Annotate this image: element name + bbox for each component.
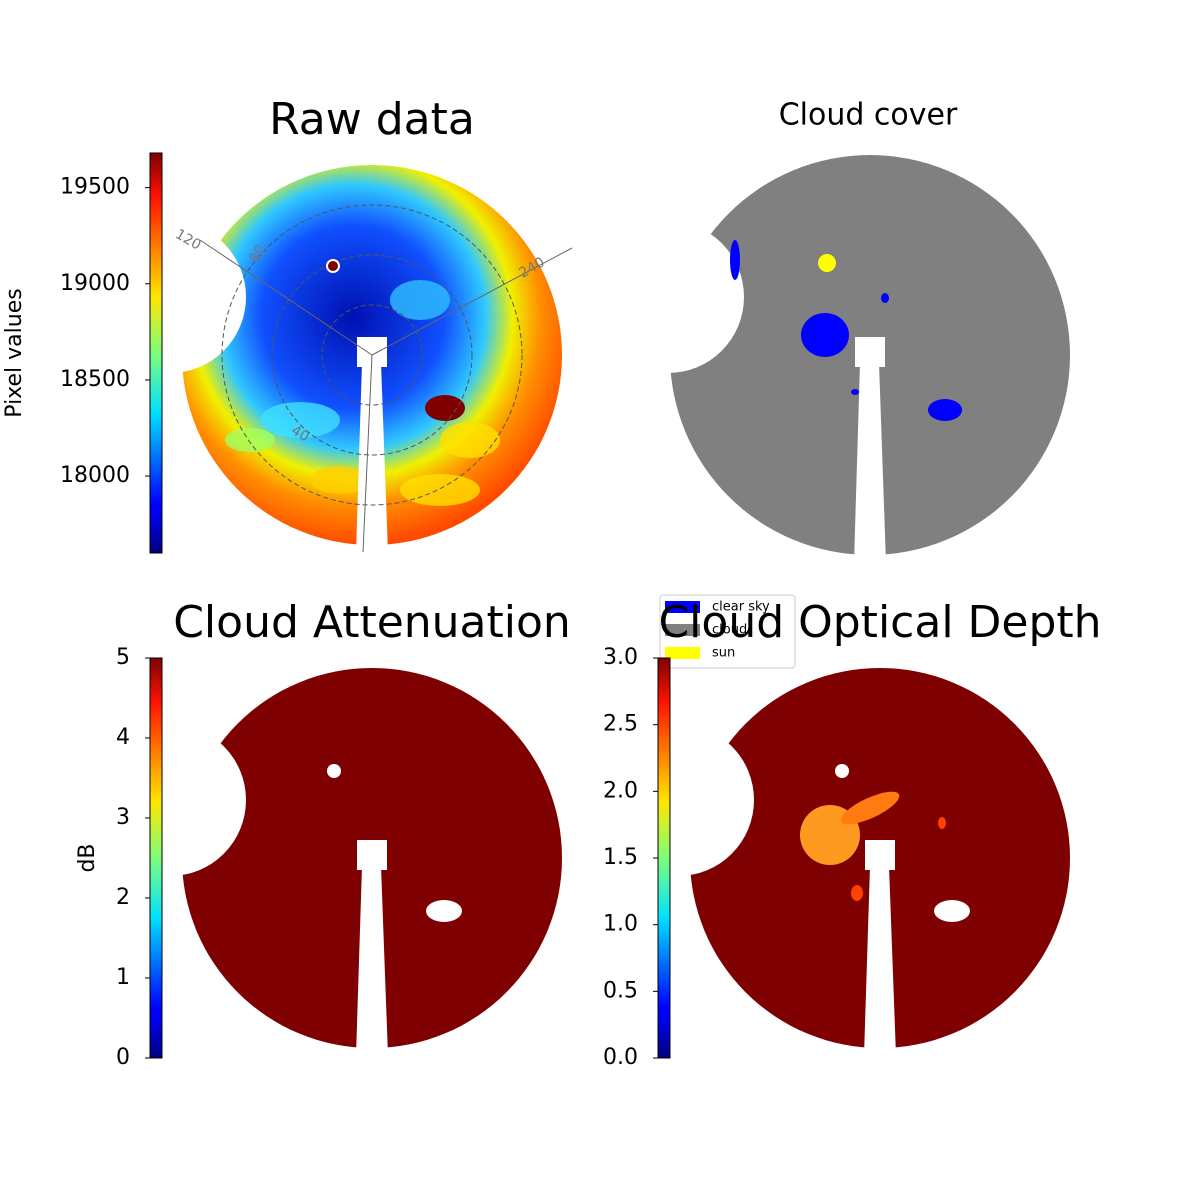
mask-arm <box>356 363 388 553</box>
sun <box>326 259 340 273</box>
blob <box>225 428 275 452</box>
panel-title: Cloud Attenuation <box>173 597 571 648</box>
mask-blob <box>934 900 970 922</box>
colorbar-label: Pixel values <box>2 288 27 417</box>
zenith-circle <box>271 254 473 456</box>
sun-region <box>818 254 836 272</box>
tick-label: 1 <box>116 965 130 990</box>
clear-sky-region <box>881 293 889 303</box>
polar-label: 40 <box>288 423 311 446</box>
tick-label: 1.0 <box>603 912 638 937</box>
clear-sky-region <box>928 399 962 421</box>
tick-label: 4 <box>116 725 130 750</box>
tick-label: 3 <box>116 805 130 830</box>
tick-label: 3.0 <box>603 645 638 670</box>
colorbar-label: dB <box>75 843 100 872</box>
panel-title: Cloud cover <box>779 98 958 133</box>
sun-mask <box>835 764 849 778</box>
zenith-circle <box>321 304 423 406</box>
zenith-circle <box>221 204 523 506</box>
blob <box>840 791 900 825</box>
legend-label: cloud <box>712 623 747 638</box>
colorbar <box>149 152 163 554</box>
blob <box>851 885 863 901</box>
mask-arm <box>854 363 886 563</box>
legend-label: clear sky <box>712 600 770 615</box>
mask-center <box>855 337 885 367</box>
clear-sky-region <box>801 313 849 357</box>
blob <box>310 466 370 494</box>
colorbar <box>657 657 671 1059</box>
panel-title: Cloud Optical Depth <box>658 597 1101 648</box>
legend-swatch <box>665 647 700 659</box>
tick-label: 5 <box>116 645 130 670</box>
blob <box>390 280 450 320</box>
panel-title: Raw data <box>269 94 475 145</box>
tick-label: 0.5 <box>603 978 638 1003</box>
sun-mask <box>327 764 341 778</box>
tick-label: 18500 <box>60 367 130 392</box>
azimuth-line <box>362 354 373 553</box>
tick-label: 2 <box>116 885 130 910</box>
mask-notch <box>94 724 246 876</box>
tick-label: 19500 <box>60 175 130 200</box>
blob <box>400 474 480 506</box>
mask-center <box>865 840 895 870</box>
legend-label: sun <box>712 646 735 661</box>
legend-swatch <box>665 601 700 613</box>
mask-notch <box>602 724 754 876</box>
blob <box>260 402 340 438</box>
tick-label: 0 <box>116 1045 130 1070</box>
tick-label: 0.0 <box>603 1045 638 1070</box>
blob <box>938 817 946 829</box>
tick-label: 18000 <box>60 463 130 488</box>
mask-blob <box>426 900 462 922</box>
tick-label: 1.5 <box>603 845 638 870</box>
clear-sky-region <box>730 240 740 280</box>
polar-label: 80 <box>247 242 270 265</box>
mask-notch <box>94 221 246 373</box>
tick-label: 2.5 <box>603 712 638 737</box>
tick-label: 19000 <box>60 271 130 296</box>
colorbar <box>149 657 163 1059</box>
legend-swatch <box>665 624 700 636</box>
mask-arm <box>356 866 388 1056</box>
blob <box>425 395 465 421</box>
blob <box>440 422 500 458</box>
mask-arm <box>864 866 896 1056</box>
mask-notch <box>592 221 744 373</box>
tick-label: 2.0 <box>603 778 638 803</box>
azimuth-line <box>371 247 573 356</box>
mask-center <box>357 840 387 870</box>
azimuth-line <box>199 239 373 356</box>
clear-sky-region <box>851 389 859 395</box>
